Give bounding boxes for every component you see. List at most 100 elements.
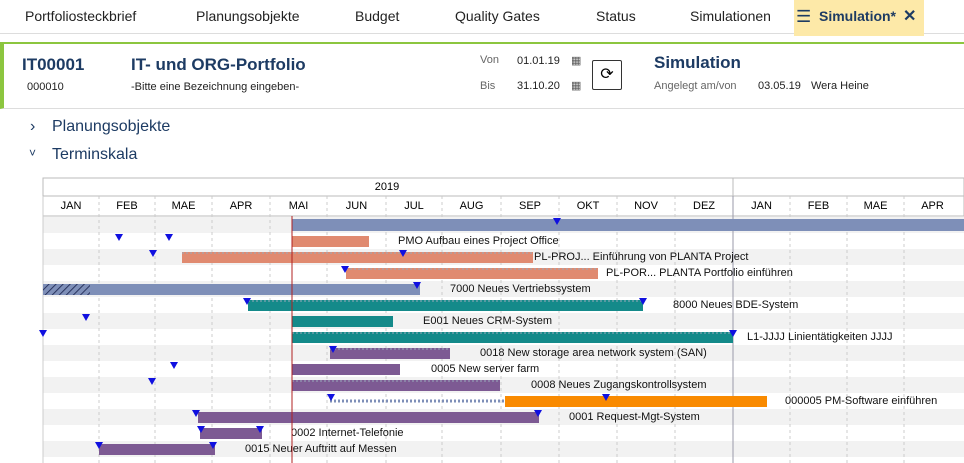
created-label: Angelegt am/von <box>654 80 737 92</box>
task-label: 0002 Internet-Telefonie <box>291 427 404 439</box>
summary-bar <box>292 219 964 231</box>
calendar-icon[interactable]: ▦ <box>571 55 582 67</box>
refresh-button[interactable]: ⟳ <box>592 60 622 90</box>
milestone <box>553 218 561 225</box>
timeline-header <box>42 177 964 217</box>
task-bar <box>330 348 450 359</box>
mode: Simulation <box>654 53 741 72</box>
month-label: FEB <box>116 200 137 212</box>
tab[interactable]: Quality Gates <box>455 8 540 24</box>
row-band <box>43 441 964 457</box>
milestone <box>170 362 178 369</box>
month-label: APR <box>921 200 944 212</box>
title: IT- und ORG-Portfolio <box>131 55 306 74</box>
row-band <box>43 233 964 249</box>
description: -Bitte eine Bezeichnung eingeben- <box>131 81 300 93</box>
milestone <box>243 298 251 305</box>
task-bar <box>292 236 369 247</box>
created-by: Wera Heine <box>811 80 869 92</box>
tab-bar: Portfoliosteckbrief Planungsobjekte Budget… <box>0 0 964 34</box>
task-label: L1-JJJJ Linientätigkeiten JJJJ <box>747 331 893 343</box>
milestone <box>165 234 173 241</box>
month-label: APR <box>230 200 253 212</box>
calendar-icon[interactable]: ▦ <box>571 80 582 92</box>
month-label: FEB <box>808 200 829 212</box>
task-label: 0015 Neuer Auftritt auf Messen <box>245 443 397 455</box>
task-bar <box>292 316 393 327</box>
tab[interactable]: Portfoliosteckbrief <box>25 8 137 24</box>
task-label: 0018 New storage area network system (SA… <box>480 347 707 359</box>
task-label: 7000 Neues Vertriebssystem <box>450 283 591 295</box>
tab[interactable]: Simulationen <box>690 8 771 24</box>
milestone <box>329 346 337 353</box>
close-icon[interactable]: ✕ <box>903 8 917 25</box>
milestone <box>534 410 542 417</box>
row-band <box>43 345 964 361</box>
task-label: E001 Neues CRM-System <box>423 315 552 327</box>
section-title[interactable]: Terminskala <box>52 146 138 163</box>
task-label: PL-POR... PLANTA Portfolio einführen <box>606 267 793 279</box>
milestone <box>256 426 264 433</box>
milestone <box>209 442 217 449</box>
task-bar <box>43 284 90 295</box>
tab[interactable]: Planungsobjekte <box>196 8 300 24</box>
tab-label: Simulation* <box>819 8 897 24</box>
id: IT00001 <box>22 55 85 74</box>
task-label: PMO Aufbau eines Project Office <box>398 235 559 247</box>
expand-icon[interactable]: › <box>30 118 36 135</box>
task-bar <box>200 428 262 439</box>
month-label: SEP <box>519 200 541 212</box>
task-bar <box>292 364 400 375</box>
task-bar <box>43 284 420 295</box>
milestone <box>602 394 610 401</box>
tab[interactable]: Budget <box>355 8 400 24</box>
task-label: PL-PROJ... Einführung von PLANTA Project <box>534 251 748 263</box>
task-bar <box>99 444 215 455</box>
row-band <box>43 377 964 393</box>
task-label: 0005 New server farm <box>431 363 539 375</box>
milestone <box>197 426 205 433</box>
task-bar <box>292 332 733 343</box>
section-title[interactable]: Planungsobjekte <box>52 118 171 135</box>
month-label: DEZ <box>693 200 715 212</box>
milestone <box>115 234 123 241</box>
active-tab[interactable]: ☰ Simulation* ✕ <box>794 0 924 36</box>
task-bar <box>346 268 598 279</box>
task-label: 8000 Neues BDE-System <box>673 299 798 311</box>
tab[interactable]: Status <box>596 8 636 24</box>
milestone <box>327 394 335 401</box>
created-date: 03.05.19 <box>758 80 801 92</box>
milestone <box>148 378 156 385</box>
task-bar <box>198 412 539 423</box>
to-date[interactable]: 31.10.20 <box>517 80 560 92</box>
task-bar <box>505 396 767 407</box>
month-label: AUG <box>460 200 484 212</box>
month-label: NOV <box>634 200 659 212</box>
milestone <box>341 266 349 273</box>
month-label: MAE <box>172 200 196 212</box>
milestone <box>639 298 647 305</box>
month-label: JAN <box>61 200 82 212</box>
milestone <box>399 250 407 257</box>
row-band <box>43 425 964 441</box>
from-label: Von <box>480 54 499 66</box>
sub-id: 000010 <box>27 81 64 93</box>
task-label: 000005 PM-Software einführen <box>785 395 937 407</box>
task-bar <box>248 300 643 311</box>
from-date[interactable]: 01.01.19 <box>517 55 560 67</box>
year-label: 2019 <box>375 181 399 193</box>
row-band <box>43 313 964 329</box>
month-label: MAI <box>289 200 309 212</box>
task-label: 0008 Neues Zugangskontrollsystem <box>531 379 706 391</box>
milestone <box>95 442 103 449</box>
header-panel <box>0 42 964 109</box>
milestone <box>729 330 737 337</box>
milestone <box>149 250 157 257</box>
month-label: OKT <box>577 200 600 212</box>
menu-icon[interactable]: ☰ <box>796 7 812 26</box>
task-label: 0001 Request-Mgt-System <box>569 411 700 423</box>
collapse-icon[interactable]: ˅ <box>29 146 37 160</box>
milestone <box>82 314 90 321</box>
milestone <box>39 330 47 337</box>
